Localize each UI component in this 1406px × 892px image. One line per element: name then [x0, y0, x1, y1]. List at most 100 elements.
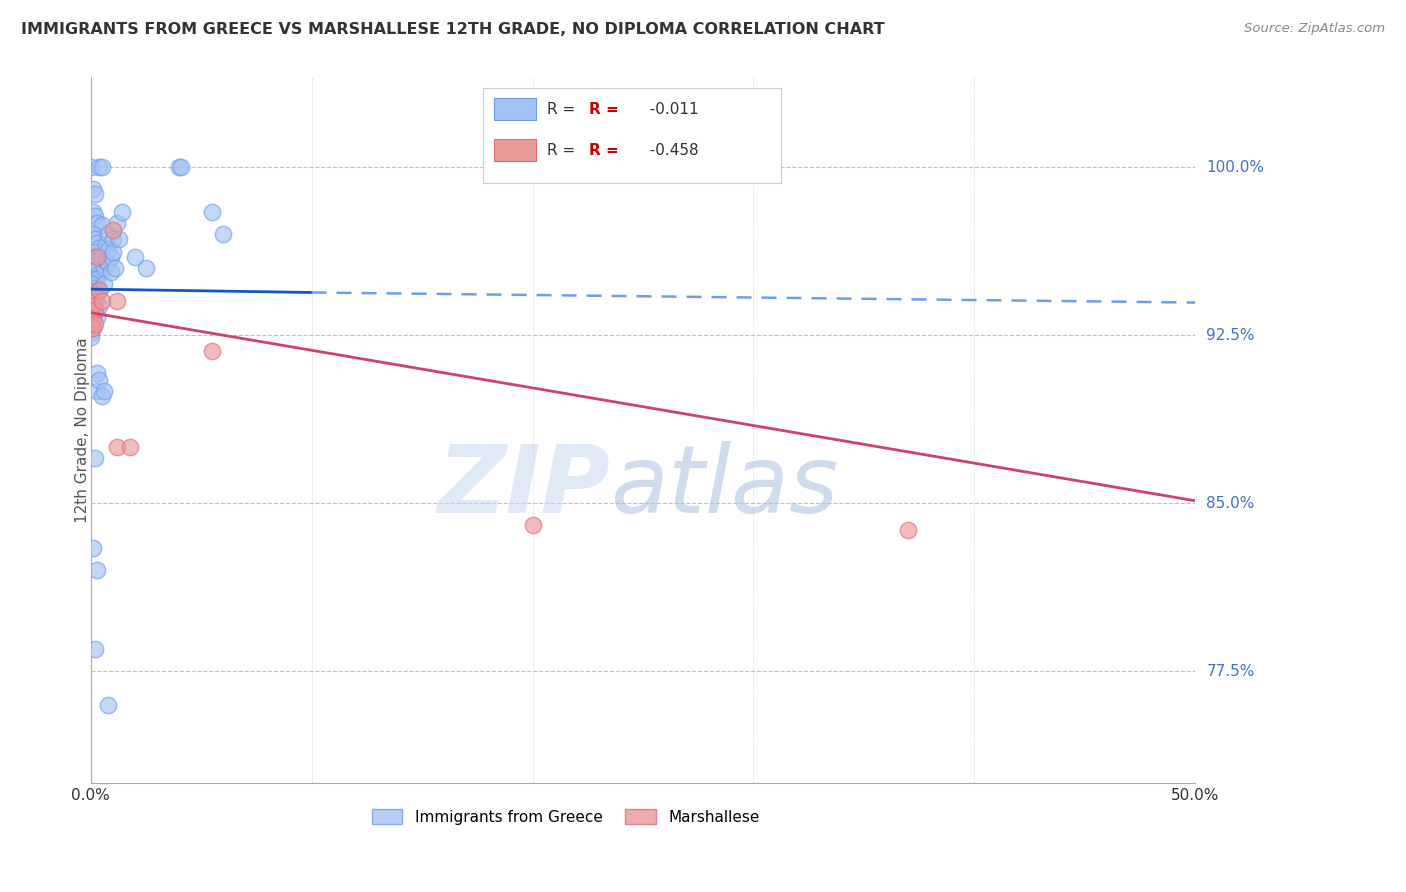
Point: [82, 299, 104, 313]
Point: [108, 232, 131, 246]
Text: R =: R =: [589, 143, 619, 158]
Point: [167, 160, 190, 174]
Point: [201, 343, 224, 358]
Text: -0.011: -0.011: [640, 102, 699, 117]
Point: [89, 283, 111, 297]
FancyBboxPatch shape: [482, 88, 782, 183]
Text: R =: R =: [547, 143, 581, 158]
Point: [84, 250, 107, 264]
Point: [86, 563, 108, 577]
Text: atlas: atlas: [610, 442, 838, 533]
Point: [79, 299, 101, 313]
Point: [79, 308, 101, 322]
Text: 77.5%: 77.5%: [1206, 664, 1254, 679]
Point: [897, 523, 920, 537]
Point: [79, 321, 101, 335]
Point: [86, 310, 108, 325]
Point: [86, 268, 108, 282]
Point: [120, 440, 142, 454]
Point: [84, 305, 107, 319]
Point: [84, 294, 107, 309]
Point: [82, 272, 104, 286]
Point: [79, 326, 101, 340]
Point: [82, 541, 104, 555]
Point: [101, 245, 124, 260]
Text: -0.458: -0.458: [640, 143, 699, 158]
Legend: Immigrants from Greece, Marshallese: Immigrants from Greece, Marshallese: [371, 809, 759, 825]
Point: [105, 294, 128, 309]
Point: [89, 160, 111, 174]
Point: [93, 277, 115, 291]
Point: [84, 290, 107, 304]
Point: [84, 186, 107, 201]
Point: [94, 238, 117, 252]
Text: 85.0%: 85.0%: [1206, 496, 1254, 510]
Point: [86, 272, 108, 286]
Point: [86, 250, 108, 264]
Point: [79, 317, 101, 331]
Point: [93, 260, 115, 275]
Point: [79, 277, 101, 291]
Point: [89, 299, 111, 313]
Point: [90, 160, 112, 174]
Point: [82, 317, 104, 331]
Point: [89, 373, 111, 387]
Point: [84, 281, 107, 295]
Point: [522, 518, 544, 533]
Point: [82, 299, 104, 313]
Point: [101, 232, 124, 246]
Point: [82, 245, 104, 260]
Point: [89, 283, 111, 297]
Point: [82, 294, 104, 309]
Text: R =: R =: [547, 102, 581, 117]
Point: [100, 250, 122, 264]
Point: [97, 227, 120, 242]
Point: [82, 204, 104, 219]
Text: R =: R =: [589, 102, 619, 117]
Point: [104, 260, 127, 275]
Point: [97, 256, 120, 270]
Point: [82, 259, 104, 273]
Point: [82, 227, 104, 242]
Point: [110, 204, 132, 219]
Point: [124, 250, 146, 264]
Point: [84, 317, 107, 331]
Point: [100, 265, 122, 279]
Y-axis label: 12th Grade, No Diploma: 12th Grade, No Diploma: [75, 337, 90, 523]
Point: [84, 641, 107, 656]
Text: 100.0%: 100.0%: [1206, 160, 1264, 175]
Text: ZIP: ZIP: [437, 441, 610, 533]
Point: [93, 384, 115, 398]
Point: [82, 308, 104, 322]
Point: [82, 303, 104, 318]
Point: [90, 388, 112, 402]
Point: [79, 330, 101, 344]
Point: [82, 321, 104, 335]
Point: [170, 160, 193, 174]
Point: [212, 227, 235, 242]
Point: [79, 317, 101, 331]
Point: [89, 241, 111, 255]
Point: [82, 285, 104, 300]
Point: [86, 236, 108, 251]
Point: [79, 303, 101, 318]
Point: [84, 272, 107, 286]
Point: [79, 294, 101, 309]
FancyBboxPatch shape: [494, 98, 536, 120]
FancyBboxPatch shape: [494, 139, 536, 161]
Point: [84, 303, 107, 318]
Point: [86, 254, 108, 268]
Point: [90, 219, 112, 233]
Text: 92.5%: 92.5%: [1206, 327, 1256, 343]
Point: [84, 263, 107, 277]
Point: [84, 451, 107, 466]
Point: [84, 232, 107, 246]
Point: [79, 312, 101, 326]
Point: [90, 250, 112, 264]
Point: [105, 440, 128, 454]
Text: Source: ZipAtlas.com: Source: ZipAtlas.com: [1244, 22, 1385, 36]
Point: [97, 243, 120, 257]
Point: [101, 223, 124, 237]
Point: [201, 204, 224, 219]
Point: [79, 285, 101, 300]
